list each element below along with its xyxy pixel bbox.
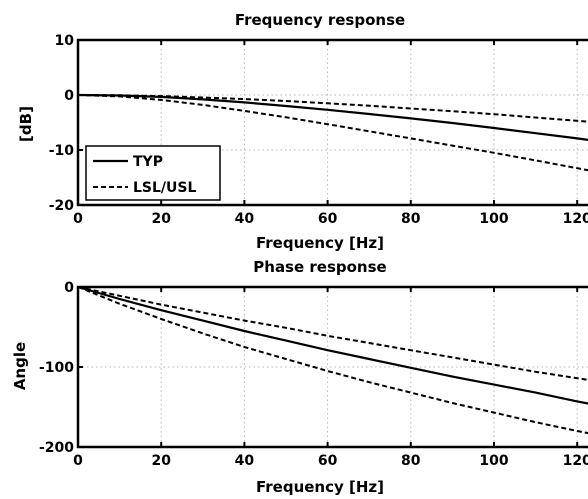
x-tick-label: 100: [479, 211, 508, 227]
y-tick-label: -100: [39, 360, 74, 376]
phase-response-panel: Phase response Frequency [Hz] Angle 0 20 4…: [11, 258, 588, 496]
y-tick-label: 10: [55, 33, 75, 49]
x-axis-label: Frequency [Hz]: [256, 478, 384, 496]
x-tick-label: 20: [151, 453, 171, 469]
axes-frame: [76, 285, 588, 449]
x-tick-label: 80: [401, 211, 421, 227]
limit-line-1: [77, 94, 588, 123]
x-tick-label: 40: [235, 453, 255, 469]
y-tick-label: -200: [39, 440, 74, 456]
tick-labels: 0 20 40 60 80 100 120 0 -100 -200: [39, 280, 588, 469]
typ-line: [77, 93, 588, 141]
x-tick-label: 0: [73, 211, 83, 227]
y-tick-label: 0: [64, 88, 74, 104]
x-tick-label: 60: [318, 453, 338, 469]
series-lines: [77, 285, 588, 435]
limit-line-2: [77, 94, 588, 172]
y-axis-label: [dB]: [17, 106, 35, 142]
legend: TYP LSL/USL: [85, 145, 221, 201]
x-tick-label: 120: [563, 211, 588, 227]
axes-frame: [76, 38, 588, 207]
x-tick-label: 80: [401, 453, 421, 469]
legend-box: [85, 145, 221, 201]
y-tick-label: -20: [49, 198, 75, 214]
frequency-response-panel: Frequency response Frequency [Hz] [dB] 0…: [17, 11, 588, 252]
x-tick-label: 100: [479, 453, 508, 469]
chart-title: Frequency response: [235, 11, 405, 29]
x-tick-label: 120: [563, 453, 588, 469]
limit-line-1: [77, 286, 588, 381]
typ-line: [77, 285, 588, 405]
legend-label-limits: LSL/USL: [133, 180, 196, 196]
x-tick-label: 0: [73, 453, 83, 469]
x-axis-label: Frequency [Hz]: [256, 234, 384, 252]
series-lines: [77, 93, 588, 172]
chart-title: Phase response: [253, 258, 386, 276]
limit-line-2: [77, 286, 588, 435]
x-tick-label: 60: [318, 211, 338, 227]
y-tick-label: -10: [49, 143, 75, 159]
x-tick-label: 40: [235, 211, 255, 227]
legend-label-typ: TYP: [133, 154, 163, 170]
y-tick-label: 0: [64, 280, 74, 296]
y-axis-label: Angle: [11, 342, 29, 390]
x-tick-label: 20: [151, 211, 171, 227]
